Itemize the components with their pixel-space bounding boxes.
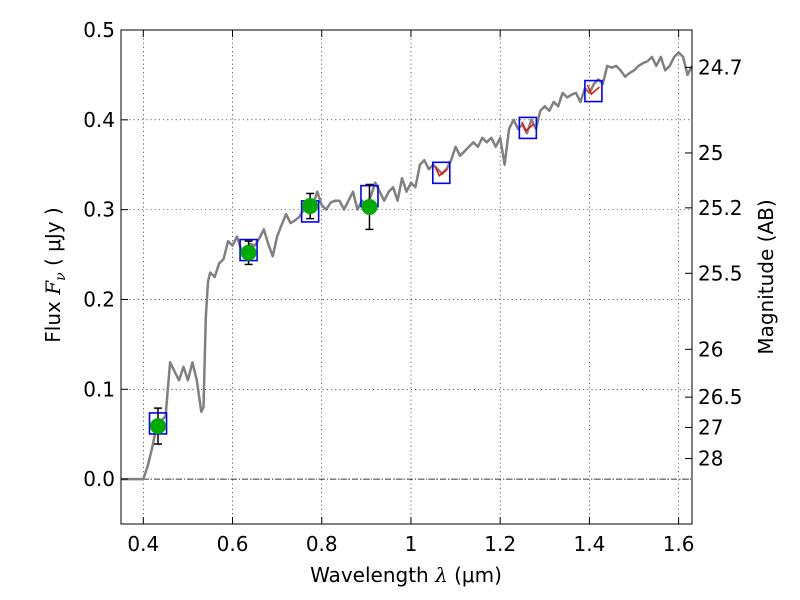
x-tick-label: 1.2 xyxy=(484,532,516,556)
y2-tick-label: 25 xyxy=(698,141,723,165)
y2-tick-label: 24.7 xyxy=(698,55,743,79)
y2-tick-label: 27 xyxy=(698,415,723,439)
y2-tick-label: 25.5 xyxy=(698,261,743,285)
y2-axis-label: Magnitude (AB) xyxy=(754,199,778,354)
y-tick-label: 0.2 xyxy=(83,287,115,311)
model-marks xyxy=(434,84,600,178)
x-tick-label: 1 xyxy=(405,532,418,556)
x-tick-label: 0.6 xyxy=(217,532,249,556)
x-axis-label: Wavelength λ (μm) xyxy=(310,563,502,587)
y-tick-label: 0.4 xyxy=(83,108,115,132)
y-tick-label: 0.0 xyxy=(83,467,115,491)
y-axis-label: Flux Fν ( μJy ) xyxy=(41,207,69,342)
y2-axis-ticks: 24.7 25 25.2 25.5 26 26.5 27 28 xyxy=(685,55,743,471)
x-tick-label: 1.6 xyxy=(663,532,695,556)
detection-points xyxy=(150,183,378,445)
y2-tick-label: 26 xyxy=(698,337,723,361)
y-tick-label: 0.1 xyxy=(83,377,115,401)
detection-point xyxy=(361,198,378,215)
detection-point xyxy=(240,244,257,261)
model-mark xyxy=(434,166,448,178)
x-tick-label: 1.4 xyxy=(573,532,605,556)
model-box xyxy=(431,161,451,185)
plot-frame xyxy=(120,29,693,525)
y-tick-label: 0.5 xyxy=(83,18,115,42)
plot-border xyxy=(120,29,693,525)
y2-tick-label: 25.2 xyxy=(698,196,743,220)
model-mark xyxy=(586,84,600,96)
x-axis-ticks: 0.4 0.6 0.8 1 1.2 1.4 1.6 xyxy=(127,30,695,556)
y-tick-label: 0.3 xyxy=(83,198,115,222)
sed-spectrum-line xyxy=(121,51,694,481)
model-box xyxy=(584,79,603,103)
y-axis-ticks: 0.0 0.1 0.2 0.3 0.4 0.5 xyxy=(83,18,128,491)
model-box xyxy=(518,116,538,140)
x-tick-label: 0.8 xyxy=(306,532,338,556)
x-tick-label: 0.4 xyxy=(127,532,159,556)
grid xyxy=(121,29,692,524)
sed-spectrum-series xyxy=(121,51,694,481)
detection-point xyxy=(302,198,319,215)
detection-point xyxy=(150,418,167,435)
model-mark xyxy=(521,121,535,133)
y2-tick-label: 26.5 xyxy=(698,385,743,409)
y2-tick-label: 28 xyxy=(698,447,723,471)
